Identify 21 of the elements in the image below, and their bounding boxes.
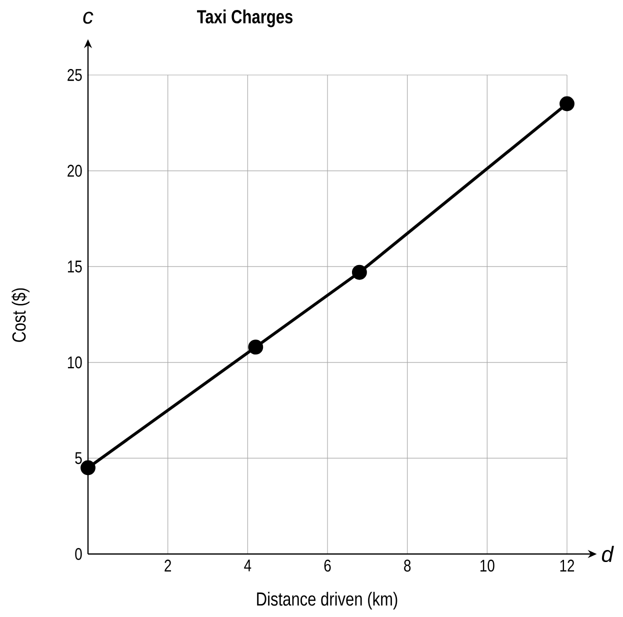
x-tick-label: 4 <box>244 560 252 572</box>
x-tick-label: 8 <box>404 560 411 572</box>
y-tick-label: 20 <box>68 164 82 177</box>
x-tick-label: 2 <box>164 560 172 572</box>
x-axis-title: Distance driven (km) <box>257 592 398 610</box>
point <box>560 96 574 112</box>
y-tick-label: 25 <box>68 69 82 81</box>
x-tick-label: 12 <box>560 560 574 572</box>
x-tick-label: 10 <box>480 560 494 572</box>
y-axis-title: Cost ($) <box>12 288 30 342</box>
y-tick-label: 10 <box>68 356 82 368</box>
point <box>80 460 96 476</box>
y-tick-label: 5 <box>75 452 82 464</box>
text: d <box>602 546 614 562</box>
x-tick-label: 6 <box>324 560 331 572</box>
point <box>248 340 264 355</box>
y-tick-label: 0 <box>75 548 82 560</box>
text: c <box>83 12 94 24</box>
point <box>352 264 367 280</box>
chart-title: Taxi Charges <box>197 10 293 28</box>
y-tick-label: 15 <box>68 260 82 273</box>
